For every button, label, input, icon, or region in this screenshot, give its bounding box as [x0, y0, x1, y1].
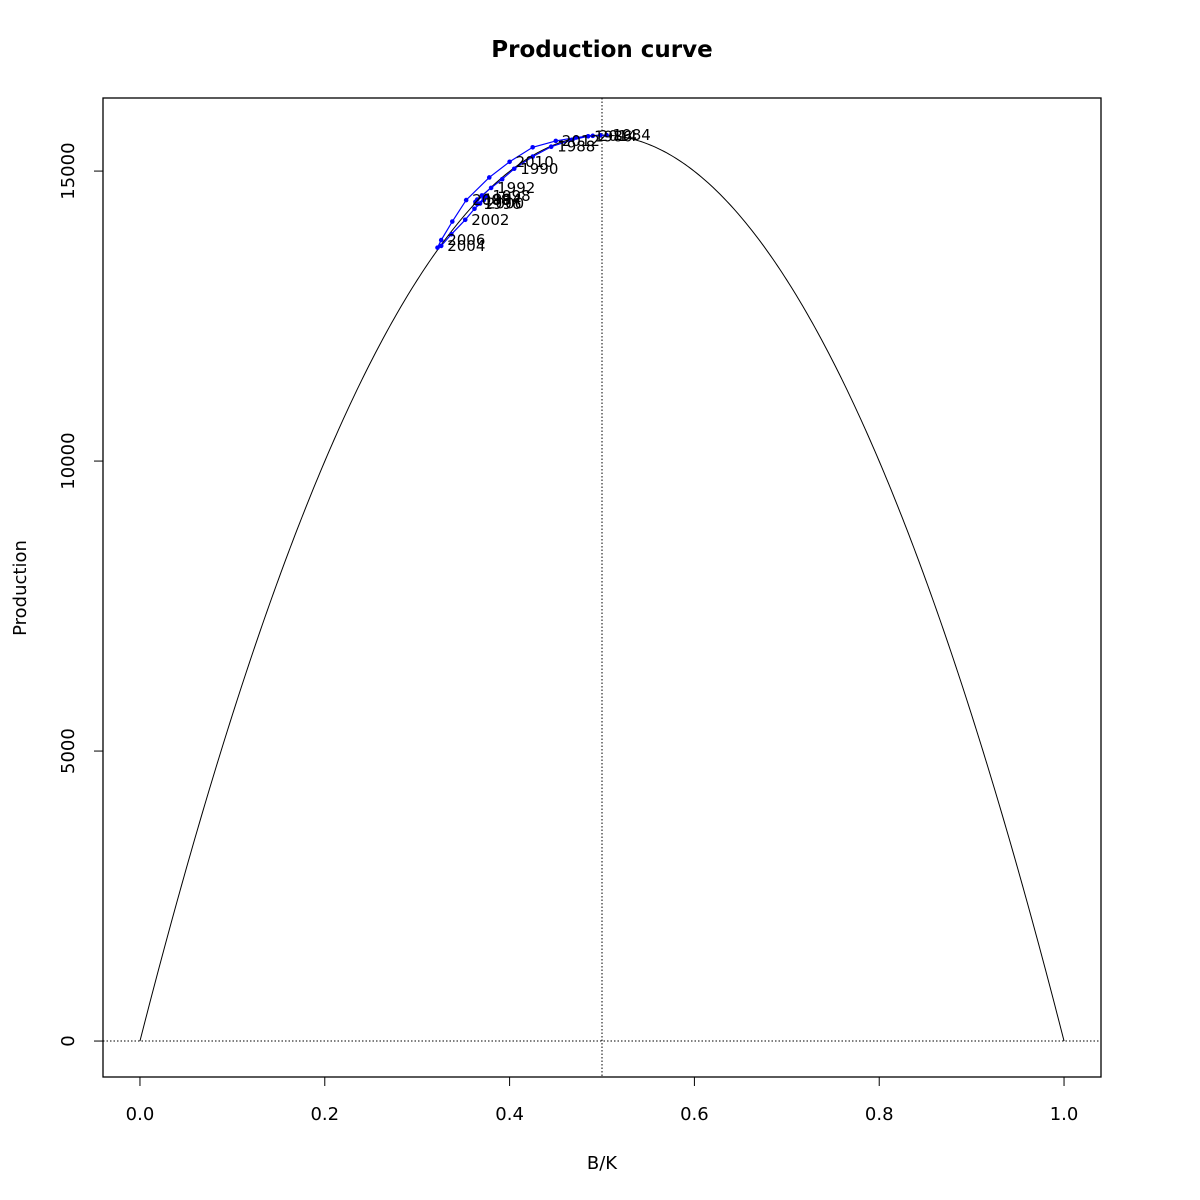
year-label: 1994 — [483, 190, 521, 208]
chart-title: Production curve — [491, 37, 712, 63]
plot-frame — [102, 97, 1102, 1078]
x-tick-label: 1.0 — [1050, 1104, 1079, 1125]
trajectory-point — [499, 176, 505, 182]
trajectory-point — [530, 144, 535, 150]
trajectory-point — [435, 245, 440, 250]
trajectory-point — [488, 185, 494, 191]
trajectory-point — [481, 197, 487, 203]
year-label: 2002 — [471, 211, 509, 229]
year-label: 1986 — [594, 127, 632, 145]
year-label: 2012 — [562, 132, 600, 150]
y-tick-label: 0 — [58, 1035, 79, 1046]
x-axis-label: B/K — [587, 1153, 618, 1174]
x-tick-label: 0.0 — [126, 1104, 155, 1125]
trajectory-point — [553, 138, 559, 144]
trajectory-point — [573, 135, 579, 140]
year-label: 2010 — [516, 153, 554, 171]
trajectory-point — [590, 133, 596, 139]
y-tick-label: 15000 — [58, 142, 79, 199]
year-label: 2008 — [472, 191, 510, 209]
trajectory-point — [530, 154, 535, 159]
y-tick-label: 5000 — [58, 728, 79, 774]
year-label: 1996 — [483, 195, 521, 213]
trajectory-point — [507, 159, 512, 165]
year-label: 1990 — [520, 160, 558, 178]
year-label: 1998 — [492, 187, 530, 205]
trajectory-point — [604, 132, 609, 138]
trajectory-point — [484, 193, 489, 199]
year-label: 1984 — [613, 126, 651, 144]
trajectory-point — [486, 175, 492, 180]
trajectory-point — [597, 133, 603, 138]
year-label: 1988 — [557, 138, 595, 156]
x-tick-label: 0.6 — [680, 1104, 709, 1125]
trajectory-point — [462, 217, 468, 223]
x-tick-label: 0.8 — [865, 1104, 894, 1125]
trajectory-point — [585, 133, 591, 139]
y-tick-label: 10000 — [58, 432, 79, 489]
x-tick-label: 0.4 — [495, 1104, 524, 1125]
trajectory-point — [570, 137, 575, 143]
trajectory-point — [472, 206, 477, 212]
trajectory-point — [438, 243, 444, 249]
year-label: 2000 — [486, 195, 524, 213]
trajectory-point — [438, 237, 444, 243]
trajectory-point — [450, 219, 455, 224]
trajectory-point — [449, 231, 454, 237]
trajectory-point — [479, 193, 485, 198]
trajectory-point — [511, 166, 517, 172]
year-label: 2006 — [447, 231, 485, 249]
trajectory-point — [548, 144, 554, 150]
year-label: 1992 — [497, 179, 535, 197]
y-axis-label: Production — [10, 540, 31, 636]
trajectory-point — [463, 197, 469, 203]
year-label: 2014 — [599, 127, 637, 145]
year-label: 2004 — [447, 237, 485, 255]
x-tick-label: 0.2 — [310, 1104, 339, 1125]
trajectory-point — [477, 201, 483, 206]
